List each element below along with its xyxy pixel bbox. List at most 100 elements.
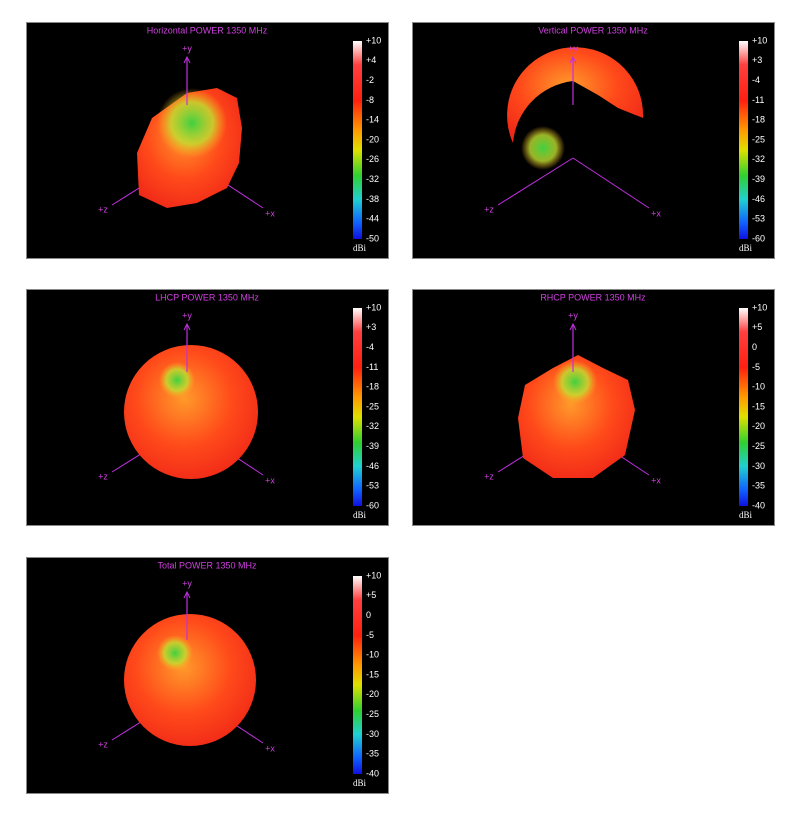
pattern-panel: Horizontal POWER 1350 MHz +y +z +x +10 +4 -2 -8…: [26, 22, 389, 259]
chart-title: LHCP POWER 1350 MHz: [155, 292, 259, 302]
axis-label: +z: [98, 204, 108, 214]
axis-label: +z: [484, 204, 494, 214]
pattern-plot: Vertical POWER 1350 MHz +y +z +x +10 +3 -4 -11 -…: [484, 25, 767, 253]
colorbar: [353, 308, 362, 506]
colorbar-label: +4: [366, 55, 376, 65]
colorbar-label: -10: [366, 650, 379, 660]
colorbar-label: -39: [366, 441, 379, 451]
pattern-plot: RHCP POWER 1350 MHz +y +z +x +10 +5 0 -5 -10 -15 -…: [484, 292, 767, 520]
colorbar: [353, 576, 362, 774]
pattern-plot: LHCP POWER 1350 MHz +y +z +x +10 +3 -4 -11 -18 -2…: [98, 292, 381, 520]
colorbar-label: -20: [752, 421, 765, 431]
colorbar-label: -39: [752, 174, 765, 184]
colorbar-label: +5: [752, 322, 762, 332]
colorbar-label: -15: [366, 669, 379, 679]
colorbar-unit: dBi: [353, 510, 367, 520]
colorbar-label: +10: [366, 570, 381, 580]
axis-label: +x: [651, 475, 661, 485]
colorbar-label: -44: [366, 214, 379, 224]
axis-y-arrow: [569, 55, 577, 64]
colorbar-label: -8: [366, 95, 374, 105]
pattern-blob: [123, 344, 259, 480]
colorbar-label: +10: [366, 35, 381, 45]
colorbar-label: +10: [366, 302, 381, 312]
colorbar-label: -25: [752, 441, 765, 451]
axis-label: +x: [265, 208, 275, 218]
colorbar-label: -30: [366, 729, 379, 739]
pattern-highlight: [157, 635, 193, 671]
pattern-highlight: [553, 360, 597, 404]
colorbar-label: -11: [366, 362, 378, 372]
colorbar-label: -53: [752, 214, 765, 224]
pattern-panel: Vertical POWER 1350 MHz +y +z +x +10 +3 -4 -11 -…: [412, 22, 775, 259]
colorbar-label: +10: [752, 35, 767, 45]
axis-y-arrow: [183, 590, 191, 599]
pattern-panel: Total POWER 1350 MHz +y +z +x +10 +5 0 -5 -10 -15…: [26, 557, 389, 794]
colorbar-label: -46: [366, 461, 379, 471]
colorbar-label: -25: [752, 134, 765, 144]
colorbar-label: +3: [366, 322, 376, 332]
chart-title: RHCP POWER 1350 MHz: [540, 292, 646, 302]
colorbar-label: +10: [752, 302, 767, 312]
colorbar-label: -35: [366, 749, 379, 759]
colorbar-unit: dBi: [739, 510, 753, 520]
colorbar-label: -32: [752, 154, 765, 164]
chart-title: Total POWER 1350 MHz: [157, 560, 257, 570]
axis-label: +x: [651, 208, 661, 218]
colorbar-label: +3: [752, 55, 762, 65]
pattern-highlight: [157, 88, 227, 158]
colorbar-label: -18: [366, 382, 379, 392]
colorbar-label: -25: [366, 401, 379, 411]
colorbar-label: -30: [752, 461, 765, 471]
axis-label: +y: [568, 310, 578, 320]
colorbar-label: -32: [366, 421, 379, 431]
colorbar-unit: dBi: [353, 778, 367, 788]
colorbar-label: -11: [752, 95, 764, 105]
axis-label: +y: [182, 578, 192, 588]
axis-label: +y: [182, 310, 192, 320]
colorbar-label: -60: [366, 500, 379, 510]
axis-y-arrow: [183, 322, 191, 331]
axis-y-arrow: [569, 322, 577, 331]
colorbar: [739, 41, 748, 239]
axis-label: +z: [98, 739, 108, 749]
axis-z: [497, 157, 574, 206]
colorbar: [353, 41, 362, 239]
colorbar-label: -2: [366, 75, 374, 85]
colorbar-label: -60: [752, 233, 765, 243]
colorbar-label: -38: [366, 194, 379, 204]
colorbar-label: -25: [366, 709, 379, 719]
colorbar-label: +5: [366, 590, 376, 600]
pattern-highlight: [159, 362, 195, 398]
pattern-panel: LHCP POWER 1350 MHz +y +z +x +10 +3 -4 -11 -18 -2…: [26, 289, 389, 526]
axis-label: +x: [265, 475, 275, 485]
axis-label: +y: [568, 43, 578, 53]
axis-label: +x: [265, 743, 275, 753]
colorbar-unit: dBi: [353, 243, 367, 253]
pattern-highlight: [521, 126, 565, 170]
colorbar-label: -20: [366, 689, 379, 699]
colorbar-label: -5: [752, 362, 760, 372]
pattern-panel: RHCP POWER 1350 MHz +y +z +x +10 +5 0 -5 -10 -15 -…: [412, 289, 775, 526]
axis-label: +y: [182, 43, 192, 53]
pattern-plot: Total POWER 1350 MHz +y +z +x +10 +5 0 -5 -10 -15…: [98, 560, 381, 788]
colorbar-label: -53: [366, 481, 379, 491]
axis-label: +z: [484, 471, 494, 481]
colorbar-label: -40: [752, 500, 765, 510]
axis-x: [572, 157, 650, 209]
colorbar-label: -4: [366, 342, 374, 352]
pattern-blob: [124, 614, 256, 746]
chart-title: Horizontal POWER 1350 MHz: [147, 25, 268, 35]
axis-label: +z: [98, 471, 108, 481]
pattern-blob: [518, 355, 635, 478]
axis-y-arrow: [183, 55, 191, 64]
pattern-blob: [507, 47, 644, 143]
colorbar-label: -35: [752, 481, 765, 491]
colorbar-label: -40: [366, 768, 379, 778]
colorbar-label: -50: [366, 233, 379, 243]
colorbar-label: -32: [366, 174, 379, 184]
colorbar-label: -18: [752, 115, 765, 125]
colorbar-label: 0: [366, 610, 371, 620]
colorbar-label: -10: [752, 382, 765, 392]
